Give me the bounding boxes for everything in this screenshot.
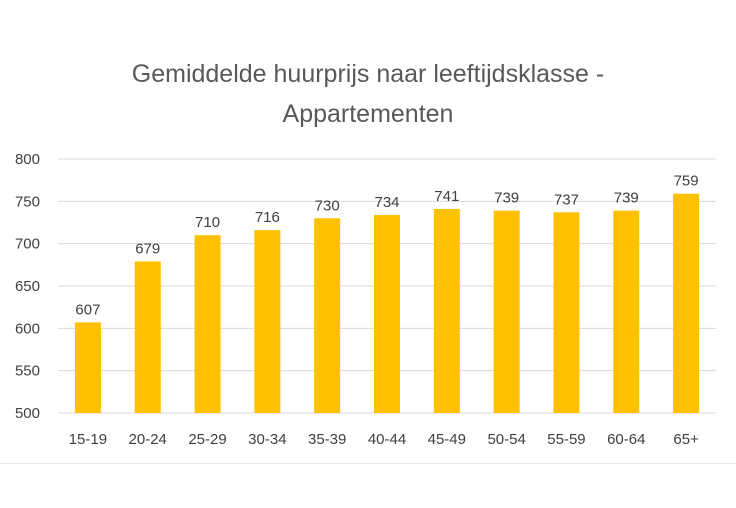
bar bbox=[74, 322, 101, 413]
y-tick-label: 550 bbox=[15, 363, 40, 380]
y-tick-label: 800 bbox=[15, 151, 40, 168]
x-tick-label: 50-54 bbox=[487, 431, 525, 448]
x-tick-label: 65+ bbox=[673, 431, 699, 448]
data-label: 741 bbox=[434, 188, 459, 205]
y-tick-label: 600 bbox=[15, 320, 40, 337]
bar bbox=[194, 235, 221, 413]
x-tick-label: 20-24 bbox=[129, 431, 167, 448]
bar bbox=[433, 208, 460, 413]
y-tick-label: 700 bbox=[15, 236, 40, 253]
data-label: 739 bbox=[614, 190, 639, 207]
bar bbox=[254, 230, 281, 413]
y-tick-label: 500 bbox=[15, 405, 40, 422]
x-tick-label: 45-49 bbox=[428, 431, 466, 448]
bar bbox=[374, 214, 400, 413]
x-tick-label: 15-19 bbox=[69, 431, 107, 448]
bar bbox=[134, 261, 161, 413]
bar bbox=[314, 218, 341, 413]
y-axis-ticks: 500 550 600 650 700 750 800 bbox=[15, 151, 40, 422]
data-label: 739 bbox=[494, 190, 519, 207]
data-label: 710 bbox=[195, 214, 220, 231]
x-tick-label: 30-34 bbox=[248, 431, 286, 448]
data-label: 679 bbox=[135, 240, 160, 257]
data-label: 737 bbox=[554, 191, 579, 208]
x-axis-ticks: 15-19 20-24 25-29 30-34 35-39 40-44 45-49 50-54… bbox=[69, 431, 699, 448]
bar bbox=[493, 210, 520, 413]
gridlines bbox=[58, 158, 716, 414]
data-label: 716 bbox=[255, 209, 280, 226]
bar bbox=[613, 210, 640, 413]
data-labels: 607 679 710 716 730 734 741 739 737 739 759 bbox=[75, 173, 698, 319]
y-tick-label: 650 bbox=[15, 278, 40, 295]
data-label: 730 bbox=[315, 197, 340, 214]
bottom-divider bbox=[0, 463, 736, 464]
data-label: 759 bbox=[674, 173, 699, 190]
data-label: 734 bbox=[374, 194, 399, 211]
data-label: 607 bbox=[75, 301, 100, 318]
bar bbox=[553, 212, 580, 413]
bar bbox=[673, 193, 700, 413]
bars bbox=[74, 193, 700, 413]
chart-title-line-1: Gemiddelde huurprijs naar leeftijdsklass… bbox=[132, 60, 604, 88]
chart-title-line-2: Appartementen bbox=[283, 100, 454, 128]
y-tick-label: 750 bbox=[15, 193, 40, 210]
x-tick-label: 55-59 bbox=[547, 431, 585, 448]
x-tick-label: 40-44 bbox=[368, 431, 406, 448]
x-tick-label: 60-64 bbox=[607, 431, 645, 448]
x-tick-label: 25-29 bbox=[188, 431, 226, 448]
x-tick-label: 35-39 bbox=[308, 431, 346, 448]
